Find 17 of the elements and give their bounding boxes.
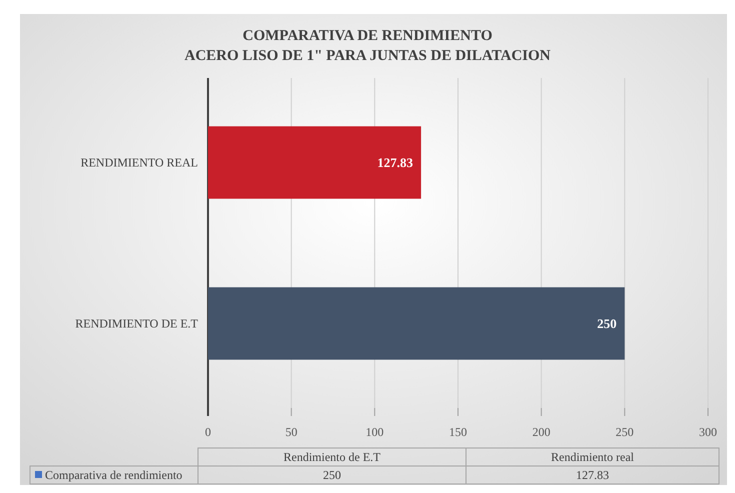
data-label: 127.83 xyxy=(377,155,414,170)
x-tick-label: 150 xyxy=(449,425,467,439)
x-tick-label: 0 xyxy=(205,425,211,439)
text: Rendimiento real xyxy=(551,450,635,464)
text: 127.83 xyxy=(576,468,609,482)
x-tick-label: 50 xyxy=(285,425,298,439)
x-tick-label: 300 xyxy=(699,425,717,439)
x-tick-label: 200 xyxy=(532,425,550,439)
x-tick-label: 100 xyxy=(366,425,384,439)
x-tick-label: 250 xyxy=(616,425,634,439)
text: Rendimiento de E.T xyxy=(284,450,382,464)
chart-title: COMPARATIVA DE RENDIMIENTO ACERO LISO DE 1" PARA JUNTAS DE DILATACION xyxy=(184,28,551,64)
text: 250 xyxy=(323,468,341,482)
data-label: 250 xyxy=(597,316,617,332)
text: Comparativa de rendimiento xyxy=(45,468,182,482)
y-tick-label: RENDIMIENTO DE E.T xyxy=(75,316,199,331)
y-tick-label: RENDIMIENTO REAL xyxy=(80,156,198,170)
